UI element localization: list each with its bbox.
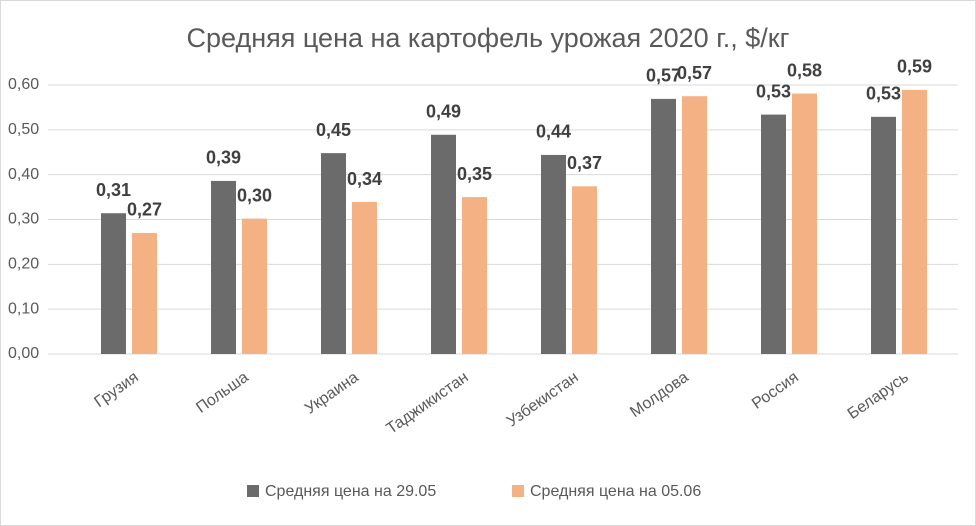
bar: [541, 154, 566, 354]
data-label: 0,57: [646, 66, 681, 86]
data-label: 0,59: [897, 57, 932, 77]
y-tick-label: 0,30: [8, 211, 39, 228]
bar: [242, 218, 267, 354]
bar: [761, 114, 786, 354]
bar: [902, 89, 927, 354]
bar: [462, 197, 487, 354]
data-label: 0,45: [316, 120, 351, 140]
y-tick-label: 0,40: [8, 166, 39, 183]
bar: [572, 186, 597, 354]
bar: [211, 180, 236, 354]
legend-label: Средняя цена на 05.06: [530, 483, 701, 500]
bar: [792, 93, 817, 354]
chart-title: Средняя цена на картофель урожая 2020 г.…: [187, 23, 790, 53]
bar: [682, 96, 707, 354]
data-label: 0,49: [426, 102, 461, 122]
data-label: 0,30: [237, 185, 272, 205]
data-label: 0,31: [96, 180, 131, 200]
bar: [352, 202, 377, 354]
y-tick-label: 0,60: [8, 76, 39, 93]
data-label: 0,44: [536, 122, 571, 142]
data-label: 0,35: [457, 164, 492, 184]
data-label: 0,58: [787, 60, 822, 80]
legend-swatch: [247, 485, 259, 497]
bar: [431, 134, 456, 354]
data-label: 0,34: [347, 169, 382, 189]
data-label: 0,57: [677, 63, 712, 83]
legend-swatch: [512, 485, 524, 497]
data-label: 0,39: [206, 148, 241, 168]
bar: [651, 98, 676, 354]
bar: [101, 213, 126, 354]
y-tick-label: 0,20: [8, 256, 39, 273]
data-label: 0,27: [127, 200, 162, 220]
data-label: 0,53: [756, 81, 791, 101]
data-label: 0,53: [866, 84, 901, 104]
bar: [321, 153, 346, 354]
legend-label: Средняя цена на 29.05: [265, 483, 436, 500]
data-label: 0,37: [567, 153, 602, 173]
y-tick-label: 0,00: [8, 345, 39, 362]
y-tick-label: 0,50: [8, 121, 39, 138]
bar: [871, 116, 896, 354]
y-tick-label: 0,10: [8, 300, 39, 317]
bar: [132, 232, 157, 354]
